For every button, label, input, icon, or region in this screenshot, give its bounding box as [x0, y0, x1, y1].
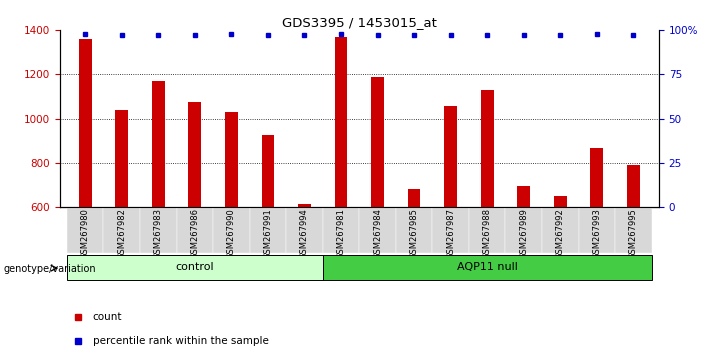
Bar [505, 207, 542, 253]
Text: GSM267983: GSM267983 [154, 209, 163, 259]
Text: control: control [175, 262, 214, 272]
Bar [542, 207, 578, 253]
Bar [104, 207, 140, 253]
Text: GSM267989: GSM267989 [519, 209, 529, 259]
Bar [140, 207, 177, 253]
Bar [444, 107, 457, 207]
Bar [67, 255, 322, 280]
Bar [334, 37, 348, 207]
Bar [261, 135, 274, 207]
Bar [517, 186, 530, 207]
Bar [627, 165, 640, 207]
Bar [469, 207, 505, 253]
Bar [371, 76, 384, 207]
Bar [298, 204, 311, 207]
Text: GSM267991: GSM267991 [264, 209, 273, 259]
Bar [590, 148, 603, 207]
Text: GSM267994: GSM267994 [300, 209, 309, 259]
Text: AQP11 null: AQP11 null [457, 262, 517, 272]
Bar [408, 189, 421, 207]
Text: GSM267984: GSM267984 [373, 209, 382, 259]
Text: GSM267982: GSM267982 [117, 209, 126, 259]
Text: GSM267987: GSM267987 [446, 209, 455, 259]
Bar [250, 207, 286, 253]
Bar [213, 207, 250, 253]
Text: GSM267990: GSM267990 [227, 209, 236, 259]
Bar [286, 207, 322, 253]
Bar [322, 255, 652, 280]
Bar [79, 39, 92, 207]
Text: GSM267988: GSM267988 [483, 209, 491, 259]
Bar [116, 110, 128, 207]
Bar [189, 102, 201, 207]
Text: GSM267985: GSM267985 [409, 209, 418, 259]
Text: count: count [93, 312, 122, 322]
Bar [554, 196, 566, 207]
Text: GSM267986: GSM267986 [190, 209, 199, 259]
Bar [615, 207, 652, 253]
Title: GDS3395 / 1453015_at: GDS3395 / 1453015_at [282, 16, 437, 29]
Text: GSM267993: GSM267993 [592, 209, 601, 259]
Bar [396, 207, 433, 253]
Bar [152, 81, 165, 207]
Bar [177, 207, 213, 253]
Bar [67, 207, 104, 253]
Text: percentile rank within the sample: percentile rank within the sample [93, 336, 268, 346]
Bar [359, 207, 396, 253]
Text: GSM267981: GSM267981 [336, 209, 346, 259]
Bar [225, 112, 238, 207]
Bar [481, 90, 494, 207]
Bar [322, 207, 360, 253]
Text: genotype/variation: genotype/variation [4, 264, 96, 274]
Bar [433, 207, 469, 253]
Text: GSM267995: GSM267995 [629, 209, 638, 259]
Bar [578, 207, 615, 253]
Text: GSM267980: GSM267980 [81, 209, 90, 259]
Text: GSM267992: GSM267992 [556, 209, 565, 259]
